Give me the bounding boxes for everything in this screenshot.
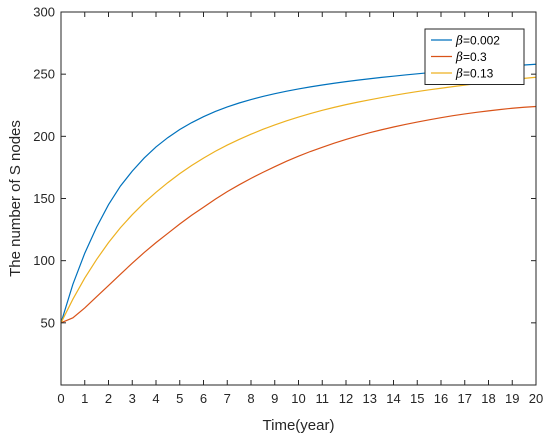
x-tick-label: 8 [247, 391, 254, 406]
x-tick-label: 7 [224, 391, 231, 406]
x-axis-label: Time(year) [263, 417, 335, 434]
legend: β=0.002 β=0.3 β=0.13 [424, 28, 525, 85]
x-tick-label: 16 [434, 391, 448, 406]
x-tick-label: 12 [339, 391, 353, 406]
y-tick-label: 100 [33, 253, 55, 268]
x-tick-label: 18 [481, 391, 495, 406]
x-tick-label: 1 [81, 391, 88, 406]
legend-label: β=0.3 [455, 50, 487, 64]
y-tick-label: 300 [33, 5, 55, 20]
legend-label: β=0.13 [455, 67, 494, 81]
x-tick-label: 0 [57, 391, 64, 406]
y-tick-label: 200 [33, 129, 55, 144]
x-tick-label: 17 [458, 391, 472, 406]
x-tick-label: 19 [505, 391, 519, 406]
legend-label: β=0.002 [455, 34, 500, 48]
ticks-layer: 0 1 2 3 4 5 6 7 8 9 10 11 12 13 14 15 16 17 18 19 2050100150… [33, 5, 543, 407]
x-tick-label: 2 [105, 391, 112, 406]
x-tick-label: 3 [129, 391, 136, 406]
x-tick-label: 11 [316, 391, 330, 406]
x-tick-label: 13 [363, 391, 377, 406]
series-line-3 [60, 76, 537, 324]
x-tick-label: 15 [410, 391, 424, 406]
x-tick-label: 20 [529, 391, 543, 406]
y-tick-label: 50 [41, 315, 55, 330]
x-tick-label: 14 [386, 391, 400, 406]
y-tick-label: 150 [33, 191, 55, 206]
x-tick-label: 4 [152, 391, 159, 406]
x-tick-label: 6 [200, 391, 207, 406]
series-line-2 [60, 105, 537, 324]
y-axis-label: The number of S nodes [7, 120, 24, 277]
x-tick-label: 10 [291, 391, 305, 406]
x-tick-label: 5 [176, 391, 183, 406]
x-tick-label: 9 [271, 391, 278, 406]
y-tick-label: 250 [33, 67, 55, 82]
